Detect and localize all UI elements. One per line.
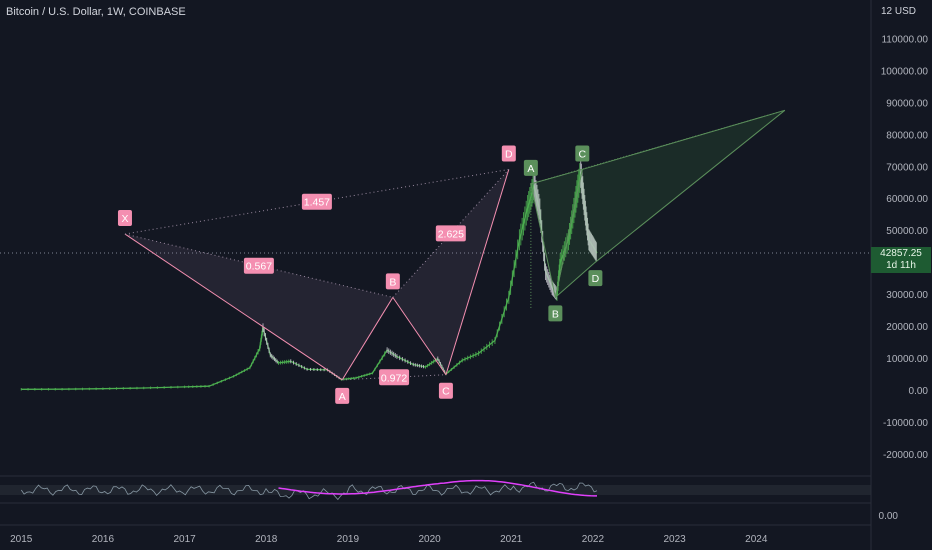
rsi-band	[0, 485, 871, 495]
abcd-point-label: C	[579, 148, 587, 160]
ratio-label-box	[301, 193, 332, 210]
pattern-leg	[392, 297, 447, 376]
abcd-point-box	[548, 305, 563, 322]
abcd-point-box	[588, 270, 603, 287]
abcd-point-box	[575, 145, 590, 162]
xabcd-point-label: D	[505, 148, 513, 160]
xab-triangle	[124, 234, 393, 380]
bcd-triangle	[392, 169, 509, 375]
x-tick-label: 2020	[418, 534, 441, 545]
rsi-moving-average	[278, 479, 597, 497]
y-tick-label: 20000.00	[886, 322, 928, 333]
y-tick-label: 0.00	[909, 386, 929, 397]
xabcd-point-box	[501, 145, 516, 162]
ratio-line	[392, 169, 510, 298]
xabcd-point-label: C	[442, 386, 450, 398]
xabcd-point-label: A	[339, 391, 346, 403]
axis-currency-label: USD	[894, 6, 917, 17]
x-tick-label: 2021	[500, 534, 523, 545]
pattern-leg	[124, 233, 343, 381]
abcd-point-box	[523, 159, 538, 176]
xabcd-point-box	[385, 273, 400, 290]
rsi-line	[20, 481, 598, 501]
y-tick-label: 90000.00	[886, 98, 928, 109]
x-tick-label: 2018	[255, 534, 278, 545]
rsi-panel: 0.00	[0, 475, 899, 522]
x-tick-label: 2024	[745, 534, 768, 545]
ratio-label: 0.567	[246, 261, 272, 273]
y-tick-label: -20000.00	[883, 450, 928, 461]
ratio-label: 0.972	[381, 372, 407, 384]
current-price-tag: 42857.25 1d 11h	[871, 247, 931, 273]
ratio-label: 1.457	[304, 197, 330, 209]
y-tick-label: 80000.00	[886, 130, 928, 141]
ratio-line	[124, 168, 509, 235]
abcd-guide-line	[530, 109, 785, 185]
chart-title: Bitcoin / U.S. Dollar, 1W, COINBASE	[6, 6, 186, 18]
y-tick-label: 60000.00	[886, 194, 928, 205]
x-tick-label: 2017	[173, 534, 196, 545]
y-tick-label: 30000.00	[886, 290, 928, 301]
xabcd-point-label: X	[121, 213, 128, 225]
rsi-tick-label: 0.00	[879, 511, 899, 522]
ratio-label-box	[243, 257, 274, 274]
projection-wedge	[554, 109, 786, 299]
abcd-point-label: B	[552, 308, 559, 320]
y-tick-label: 110000.00	[881, 34, 928, 45]
x-tick-label: 2022	[582, 534, 605, 545]
x-tick-label: 2023	[663, 534, 686, 545]
current-price-value: 42857.25	[880, 248, 922, 259]
y-tick-label: -10000.00	[883, 418, 928, 429]
ratio-label-box	[435, 225, 466, 242]
pattern-leg	[341, 297, 394, 381]
x-tick-label: 2019	[337, 534, 360, 545]
pattern-leg	[445, 169, 510, 375]
y-tick-label: 10000.00	[886, 354, 928, 365]
xabcd-point-box	[438, 382, 453, 399]
x-tick-label: 2015	[10, 534, 33, 545]
abcd-point-label: D	[592, 273, 600, 285]
harmonic-patterns[interactable]: 0.567 0.972 2.625 1.457 X A B C D A B C D	[117, 109, 786, 404]
xabcd-point-label: B	[389, 276, 396, 288]
abcd-point-label: A	[527, 163, 534, 175]
ratio-label-box	[379, 369, 410, 386]
xabcd-point-box	[335, 387, 350, 404]
y-tick-label: 70000.00	[886, 162, 928, 173]
y-tick-label: 100000.00	[881, 66, 929, 77]
candle-countdown: 1d 11h	[886, 260, 916, 271]
ratio-label: 2.625	[438, 228, 464, 240]
axis-mode-label: 12	[881, 6, 893, 17]
axis-top-label[interactable]: 12 USD	[881, 6, 916, 17]
xabcd-point-box	[117, 210, 132, 227]
x-tick-label: 2016	[92, 534, 115, 545]
y-tick-label: 50000.00	[886, 226, 928, 237]
